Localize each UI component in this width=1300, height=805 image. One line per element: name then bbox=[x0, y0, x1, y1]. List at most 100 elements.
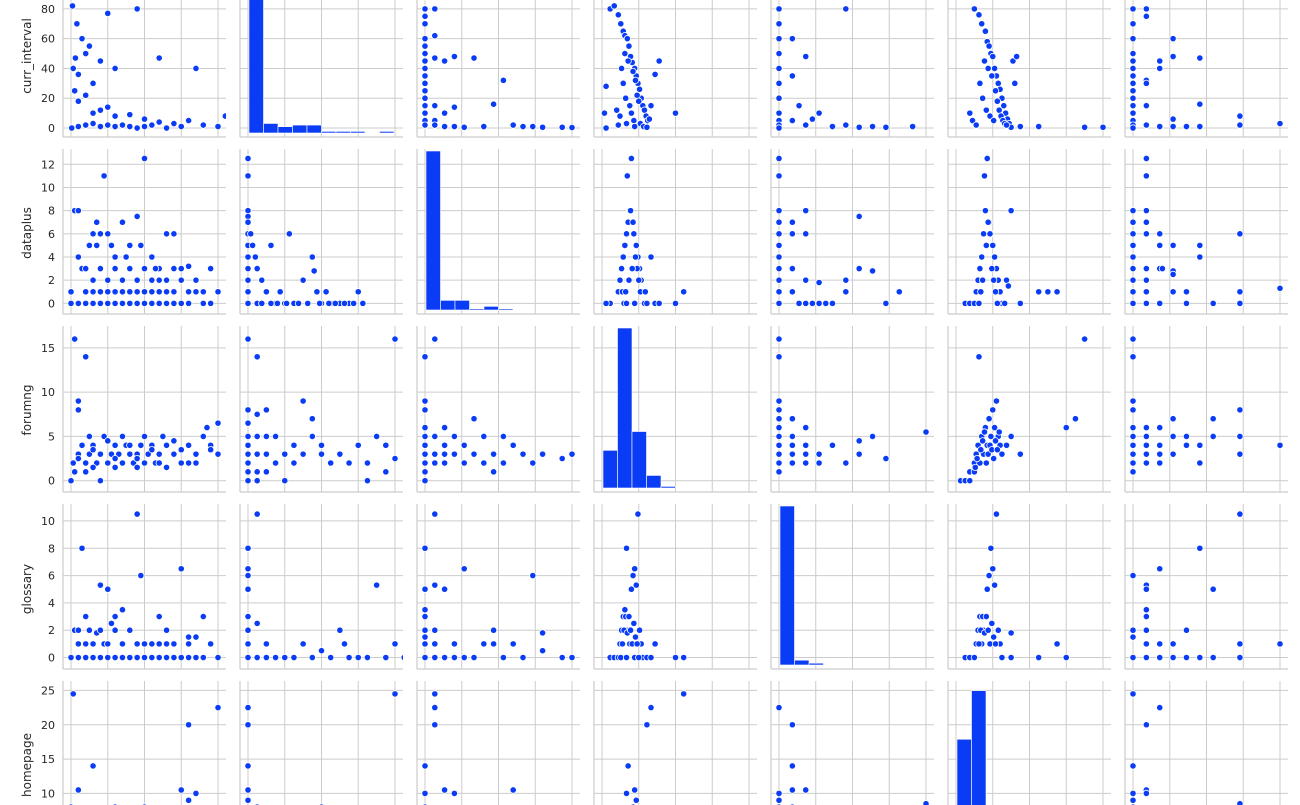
scatter-point bbox=[431, 626, 439, 634]
scatter-point bbox=[274, 116, 280, 122]
scatter-point bbox=[985, 571, 993, 580]
scatter-point bbox=[133, 463, 141, 472]
scatter-point bbox=[978, 20, 986, 28]
scatter-point bbox=[808, 115, 817, 123]
scatter-point bbox=[1196, 122, 1204, 131]
scatter-point bbox=[1142, 264, 1150, 273]
scatter-point bbox=[1129, 253, 1137, 261]
panel-r2-c3 bbox=[593, 326, 757, 493]
scatter-point bbox=[82, 353, 90, 361]
scatter-point bbox=[244, 477, 252, 485]
scatter-point bbox=[970, 5, 978, 13]
scatter-point bbox=[299, 450, 307, 458]
scatter-point bbox=[118, 121, 127, 129]
scatter-point bbox=[978, 253, 986, 261]
scatter-point bbox=[987, 432, 995, 441]
scatter-point bbox=[96, 626, 105, 634]
scatter-point bbox=[623, 172, 631, 180]
scatter-point bbox=[304, 299, 312, 307]
scatter-point bbox=[421, 468, 429, 476]
scatter-point bbox=[450, 103, 458, 111]
ytick-label: 6 bbox=[48, 570, 55, 583]
scatter-point bbox=[1007, 653, 1015, 662]
scatter-point bbox=[1142, 154, 1150, 163]
scatter-point bbox=[631, 76, 640, 84]
scatter-point bbox=[133, 454, 141, 463]
panel-r4-c0: 10 15 20 25 bbox=[41, 681, 226, 805]
panel-r1-c3 bbox=[593, 149, 757, 315]
scatter-point bbox=[635, 653, 643, 662]
scatter-point bbox=[775, 276, 783, 284]
scatter-point bbox=[775, 124, 783, 132]
scatter-point bbox=[185, 299, 193, 307]
scatter-point bbox=[616, 276, 624, 284]
scatter-point bbox=[842, 121, 850, 129]
scatter-point bbox=[1142, 79, 1150, 87]
scatter-point bbox=[602, 82, 610, 90]
scatter-point bbox=[631, 253, 640, 261]
scatter-point bbox=[421, 789, 429, 798]
scatter-point bbox=[89, 288, 97, 296]
scatter-point bbox=[177, 653, 185, 662]
scatter-point bbox=[643, 299, 651, 307]
scatter-point bbox=[111, 122, 119, 131]
scatter-point bbox=[1129, 230, 1137, 238]
panel-r1-c6 bbox=[1124, 149, 1288, 315]
scatter-point bbox=[185, 796, 193, 804]
scatter-point bbox=[431, 640, 439, 648]
scatter-point bbox=[519, 653, 527, 662]
scatter-point bbox=[299, 640, 307, 648]
scatter-point bbox=[1142, 288, 1150, 296]
ytick-label: 10 bbox=[41, 181, 55, 194]
scatter-point bbox=[982, 106, 990, 114]
scatter-point bbox=[1169, 640, 1177, 648]
scatter-point bbox=[244, 264, 252, 273]
scatter-point bbox=[122, 253, 130, 261]
scatter-point bbox=[207, 640, 215, 648]
scatter-point bbox=[621, 49, 629, 58]
scatter-point bbox=[1142, 299, 1150, 307]
hist-bar bbox=[335, 131, 351, 134]
scatter-point bbox=[118, 218, 127, 226]
ylabel-dataplus: dataplus bbox=[20, 207, 34, 259]
scatter-point bbox=[162, 640, 171, 648]
scatter-point bbox=[623, 35, 631, 43]
scatter-point bbox=[635, 626, 644, 634]
scatter-point bbox=[680, 690, 688, 698]
hist-bar bbox=[779, 505, 795, 666]
scatter-point bbox=[82, 288, 90, 296]
panel-r0-c6 bbox=[1124, 0, 1288, 138]
scatter-point bbox=[111, 64, 119, 73]
panel-r4-c1 bbox=[239, 681, 403, 805]
scatter-point bbox=[431, 581, 439, 589]
scatter-point bbox=[421, 626, 429, 634]
scatter-point bbox=[111, 612, 119, 621]
scatter-point bbox=[327, 459, 335, 467]
scatter-point bbox=[74, 122, 82, 131]
scatter-point bbox=[1276, 640, 1284, 648]
ytick-label: 80 bbox=[41, 3, 55, 16]
ylabel-forumng: forumng bbox=[20, 384, 34, 435]
scatter-point bbox=[185, 653, 193, 662]
ytick-label: 5 bbox=[48, 430, 55, 443]
panel-r4-c4 bbox=[770, 681, 934, 805]
scatter-point bbox=[538, 123, 547, 131]
scatter-point bbox=[203, 423, 211, 432]
scatter-point bbox=[1156, 423, 1164, 432]
scatter-point bbox=[634, 510, 642, 518]
scatter-point bbox=[1236, 640, 1244, 648]
scatter-point bbox=[74, 653, 82, 662]
scatter-point bbox=[214, 288, 222, 296]
scatter-point bbox=[1196, 441, 1204, 449]
scatter-point bbox=[317, 441, 326, 449]
scatter-point bbox=[111, 463, 119, 472]
scatter-point bbox=[775, 353, 783, 361]
scatter-point bbox=[981, 27, 990, 35]
scatter-point bbox=[1129, 397, 1137, 405]
scatter-point bbox=[985, 42, 993, 50]
scatter-point bbox=[1169, 115, 1177, 123]
scatter-point bbox=[975, 299, 983, 307]
scatter-point bbox=[137, 571, 145, 580]
ytick-label: 6 bbox=[48, 228, 55, 241]
scatter-point bbox=[788, 432, 796, 441]
